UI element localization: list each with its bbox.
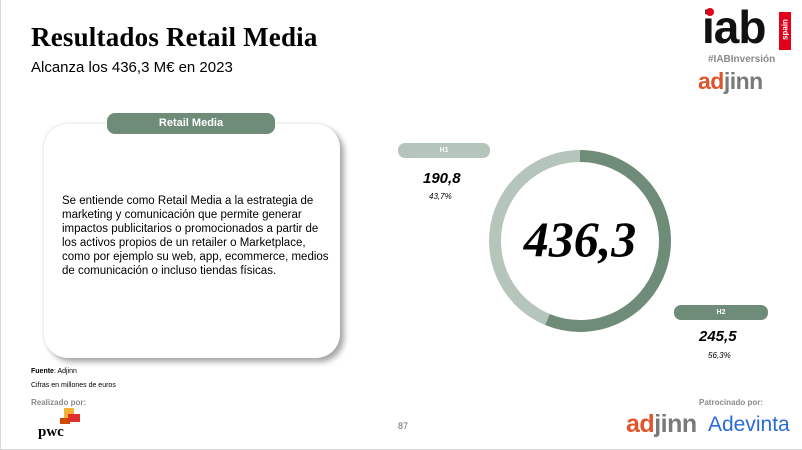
h2-percent-label: 56,3%	[708, 351, 731, 360]
pwc-logo-text: pwc	[38, 424, 64, 440]
adjinn-logo-top: adjinn	[698, 68, 763, 95]
iab-logo: iab spain	[700, 1, 800, 54]
units-note: Cifras en millones de euros	[31, 382, 116, 389]
h1-value-label: 190,8	[423, 170, 461, 187]
definition-card-tab: Retail Media	[107, 113, 275, 134]
iab-spain-badge: spain	[779, 12, 791, 50]
donut-slices	[489, 150, 671, 332]
donut-total-label: 436,3	[523, 211, 637, 267]
adjinn-logo-top-prefix: ad	[698, 68, 724, 94]
made-by-label: Realizado por:	[31, 398, 87, 407]
pwc-logo: pwc	[36, 406, 86, 444]
donut-slice-h2	[545, 150, 671, 332]
adjinn-logo-bottom-suffix: jinn	[654, 410, 697, 438]
adjinn-logo-bottom: adjinn	[626, 410, 697, 439]
source-note: Fuente: Adjinn	[31, 368, 77, 375]
pwc-logo-block	[68, 414, 80, 422]
h2-value-label: 245,5	[699, 328, 737, 345]
iab-logo-dot	[706, 8, 714, 16]
pwc-logo-block	[64, 408, 74, 418]
hashtag: #IABInversión	[708, 54, 776, 65]
h1-percent-label: 43,7%	[429, 192, 452, 201]
adjinn-logo-bottom-prefix: ad	[626, 410, 655, 438]
definition-card	[44, 124, 340, 358]
source-label: Fuente	[31, 368, 54, 375]
page-number: 87	[398, 421, 409, 431]
page-subtitle: Alcanza los 436,3 M€ en 2023	[31, 59, 233, 76]
page-title: Resultados Retail Media	[31, 22, 318, 52]
h1-series-pill: H1	[398, 143, 490, 158]
sponsored-label: Patrocinado por:	[699, 398, 764, 407]
pwc-logo-block	[60, 418, 70, 424]
adevinta-logo: Adevinta	[708, 413, 790, 436]
h2-series-pill: H2	[674, 305, 768, 320]
source-value: : Adjinn	[53, 368, 77, 375]
definition-text: Se entiende como Retail Media a la estra…	[62, 195, 329, 277]
donut-slice-h1	[489, 150, 581, 326]
adjinn-logo-top-suffix: jinn	[723, 68, 763, 94]
